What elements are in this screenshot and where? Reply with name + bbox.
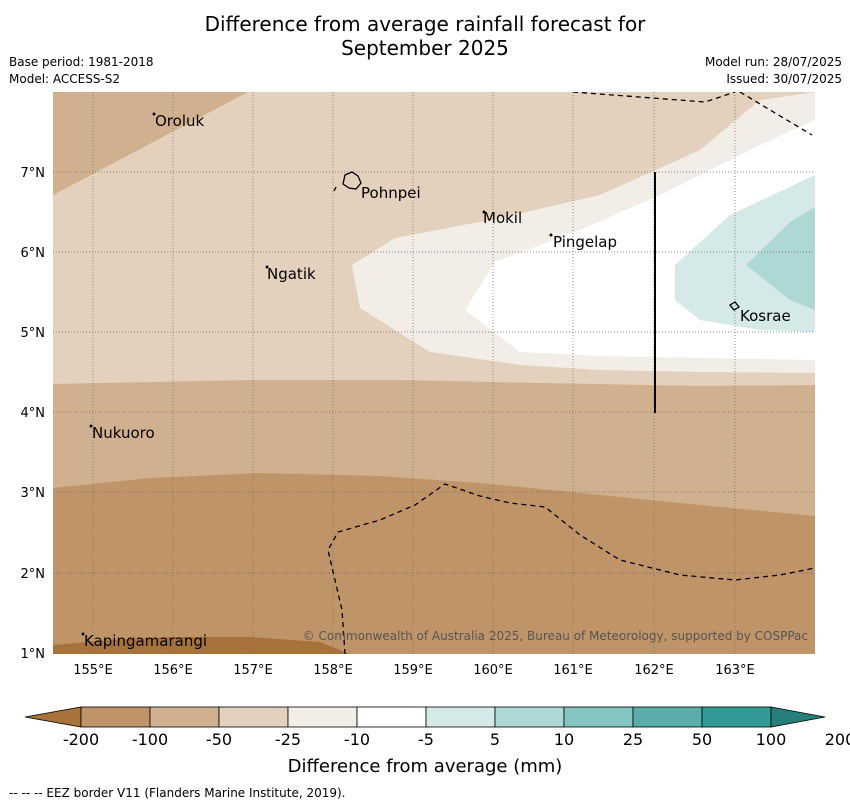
shade-plus-5-to-plus-10 — [675, 175, 815, 332]
label-nukuoro: Nukuoro — [92, 424, 155, 442]
copyright-notice: © Commonwealth of Australia 2025, Bureau… — [303, 629, 808, 643]
lon-tick-label: 162°E — [634, 663, 674, 678]
ngatik-marker — [265, 265, 269, 269]
eez-border-northeast — [739, 92, 813, 136]
colorbar-tick-label: 200 — [825, 730, 850, 749]
lat-tick-label: 2°N — [21, 567, 46, 582]
nukuoro-marker — [89, 424, 93, 428]
longitude-ticks: 155°E 156°E 157°E 158°E 159°E 160°E 161°E 162°E… — [73, 663, 755, 678]
label-kapingamarangi: Kapingamarangi — [84, 632, 207, 650]
graticule — [53, 92, 815, 654]
label-kosrae: Kosrae — [740, 307, 791, 325]
lon-tick-label: 163°E — [715, 663, 755, 678]
colorbar-tick-label: -200 — [63, 730, 99, 749]
lat-tick-label: 4°N — [21, 406, 46, 421]
map-title: Difference from average rainfall forecas… — [0, 12, 850, 60]
colorbar-title: Difference from average (mm) — [288, 756, 563, 777]
colorbar-swatch — [287, 706, 358, 728]
pohnpei-outline — [342, 171, 362, 190]
place-labels: Oroluk Pohnpei Mokil Pingelap Ngatik Kos… — [84, 112, 791, 650]
colorbar-swatch — [425, 706, 496, 728]
run-info: Model run: 28/07/2025 Issued: 30/07/2025 — [705, 54, 842, 88]
title-line-2: September 2025 — [341, 36, 509, 60]
shade-plus-10-to-plus-25 — [746, 207, 815, 310]
colorbar: -200 -100 -50 -25 -10 -5 5 10 25 50 100 200 — [24, 706, 850, 749]
lon-tick-label: 157°E — [233, 663, 273, 678]
colorbar-tick-label: -100 — [132, 730, 168, 749]
colorbar-tick-label: 5 — [490, 730, 500, 749]
colorbar-tick-label: 25 — [623, 730, 643, 749]
label-mokil: Mokil — [483, 209, 522, 227]
base-period: Base period: 1981-2018 — [9, 55, 154, 69]
shade-minus-100-to-minus-200 — [53, 637, 350, 654]
title-line-1: Difference from average rainfall forecas… — [204, 12, 646, 36]
colorbar-tick-label: -25 — [275, 730, 301, 749]
lon-tick-label: 160°E — [473, 663, 513, 678]
lon-tick-label: 155°E — [73, 663, 113, 678]
shade-minus-50-to-minus-100 — [53, 473, 815, 654]
model-run-date: Model run: 28/07/2025 — [704, 55, 842, 69]
colorbar-tick-label: -5 — [418, 730, 434, 749]
colorbar-tick-label: 100 — [756, 730, 787, 749]
pingelap-marker — [549, 233, 553, 237]
eez-legend-note: -- -- -- EEZ border V11 (Flanders Marine… — [9, 786, 346, 800]
colorbar-swatch — [218, 706, 289, 728]
oroluk-marker — [152, 112, 156, 116]
label-oroluk: Oroluk — [155, 112, 204, 130]
colorbar-tick-label: -10 — [344, 730, 370, 749]
eez-borders — [327, 92, 815, 654]
model-name: Model: ACCESS-S2 — [9, 72, 121, 86]
colorbar-tick-label: 50 — [692, 730, 712, 749]
kapingamarangi-marker — [81, 632, 85, 636]
lat-tick-label: 6°N — [21, 246, 46, 261]
label-pingelap: Pingelap — [553, 233, 617, 251]
colorbar-swatch — [701, 706, 772, 728]
colorbar-swatch — [632, 706, 703, 728]
lon-tick-label: 161°E — [553, 663, 593, 678]
colorbar-swatch — [356, 706, 427, 728]
colorbar-swatch — [149, 706, 220, 728]
mokil-marker — [482, 210, 486, 214]
lon-tick-label: 159°E — [393, 663, 433, 678]
lon-tick-label: 158°E — [313, 663, 353, 678]
eez-border-north — [572, 92, 736, 103]
model-info: Base period: 1981-2018 Model: ACCESS-S2 — [9, 54, 154, 88]
colorbar-swatch — [494, 706, 565, 728]
eez-border-pohnpei-mark — [333, 186, 337, 192]
latitude-ticks: 7°N 6°N 5°N 4°N 3°N 2°N 1°N — [21, 166, 46, 662]
lat-tick-label: 1°N — [21, 647, 46, 662]
issued-date: Issued: 30/07/2025 — [726, 72, 842, 86]
colorbar-swatch — [563, 706, 634, 728]
eez-border-south — [327, 483, 815, 654]
colorbar-high-extend — [770, 706, 826, 728]
islands — [81, 112, 740, 636]
colorbar-tick-label: -50 — [206, 730, 232, 749]
lat-tick-label: 5°N — [21, 326, 46, 341]
lat-tick-label: 7°N — [21, 166, 46, 181]
rainfall-shading — [53, 92, 815, 654]
lat-tick-label: 3°N — [21, 486, 46, 501]
lon-tick-label: 156°E — [153, 663, 193, 678]
label-ngatik: Ngatik — [267, 265, 316, 283]
kosrae-outline — [729, 301, 740, 311]
colorbar-swatch — [80, 706, 151, 728]
colorbar-low-extend — [24, 706, 82, 728]
colorbar-tick-label: 10 — [554, 730, 574, 749]
label-pohnpei: Pohnpei — [361, 184, 421, 202]
